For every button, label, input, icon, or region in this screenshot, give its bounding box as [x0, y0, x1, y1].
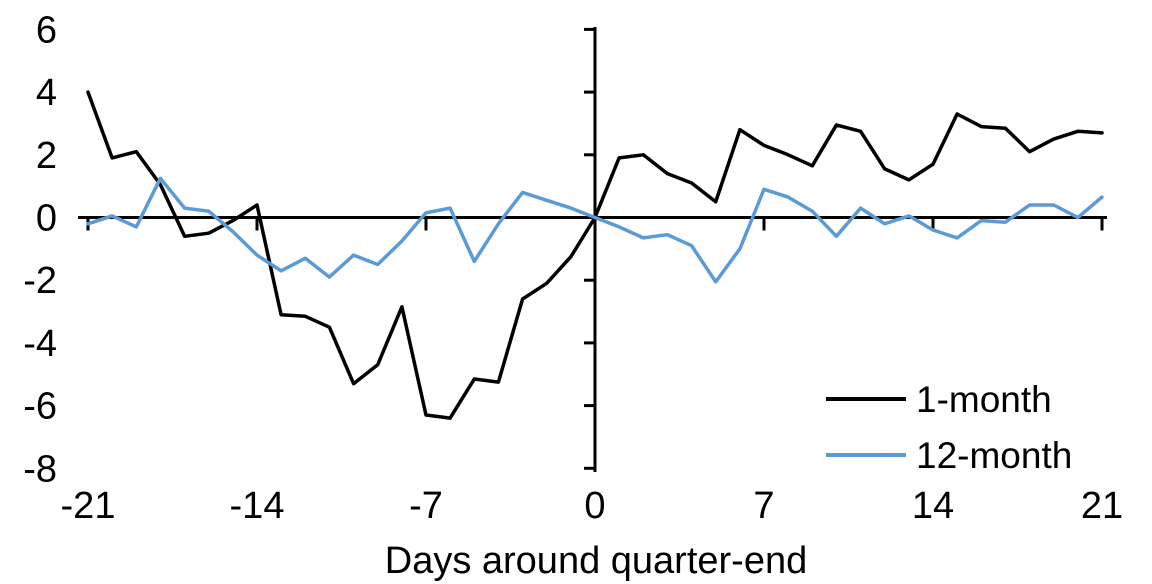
x-tick-label: 0 — [584, 485, 605, 527]
x-tick-label: 7 — [753, 485, 774, 527]
y-tick-label: 6 — [36, 9, 57, 51]
legend-label-1-month: 1-month — [916, 379, 1052, 420]
y-tick-label: -2 — [23, 260, 57, 302]
x-tick-label: -7 — [409, 485, 443, 527]
x-tick-label: 21 — [1081, 485, 1123, 527]
legend: 1-month 12-month — [826, 379, 1072, 476]
series-lines — [86, 90, 1104, 420]
y-tick-label: -4 — [23, 323, 57, 365]
y-tick-label: 2 — [36, 135, 57, 177]
x-tick-label: -21 — [61, 485, 116, 527]
y-tick-label: -8 — [23, 448, 57, 490]
x-axis-title: Days around quarter-end — [385, 540, 807, 582]
y-tick-label: -6 — [23, 386, 57, 428]
y-tick-label: 0 — [36, 198, 57, 240]
x-tick-label: -14 — [230, 485, 285, 527]
y-tick-label: 4 — [36, 72, 57, 114]
series-line-12-month — [86, 176, 1104, 284]
x-tick-label: 14 — [912, 485, 954, 527]
legend-label-12-month: 12-month — [916, 435, 1072, 476]
tick-labels: -21 -14 -7 0 7 14 21 6 4 2 0 -2 -4 -6 -8 — [23, 9, 1123, 527]
